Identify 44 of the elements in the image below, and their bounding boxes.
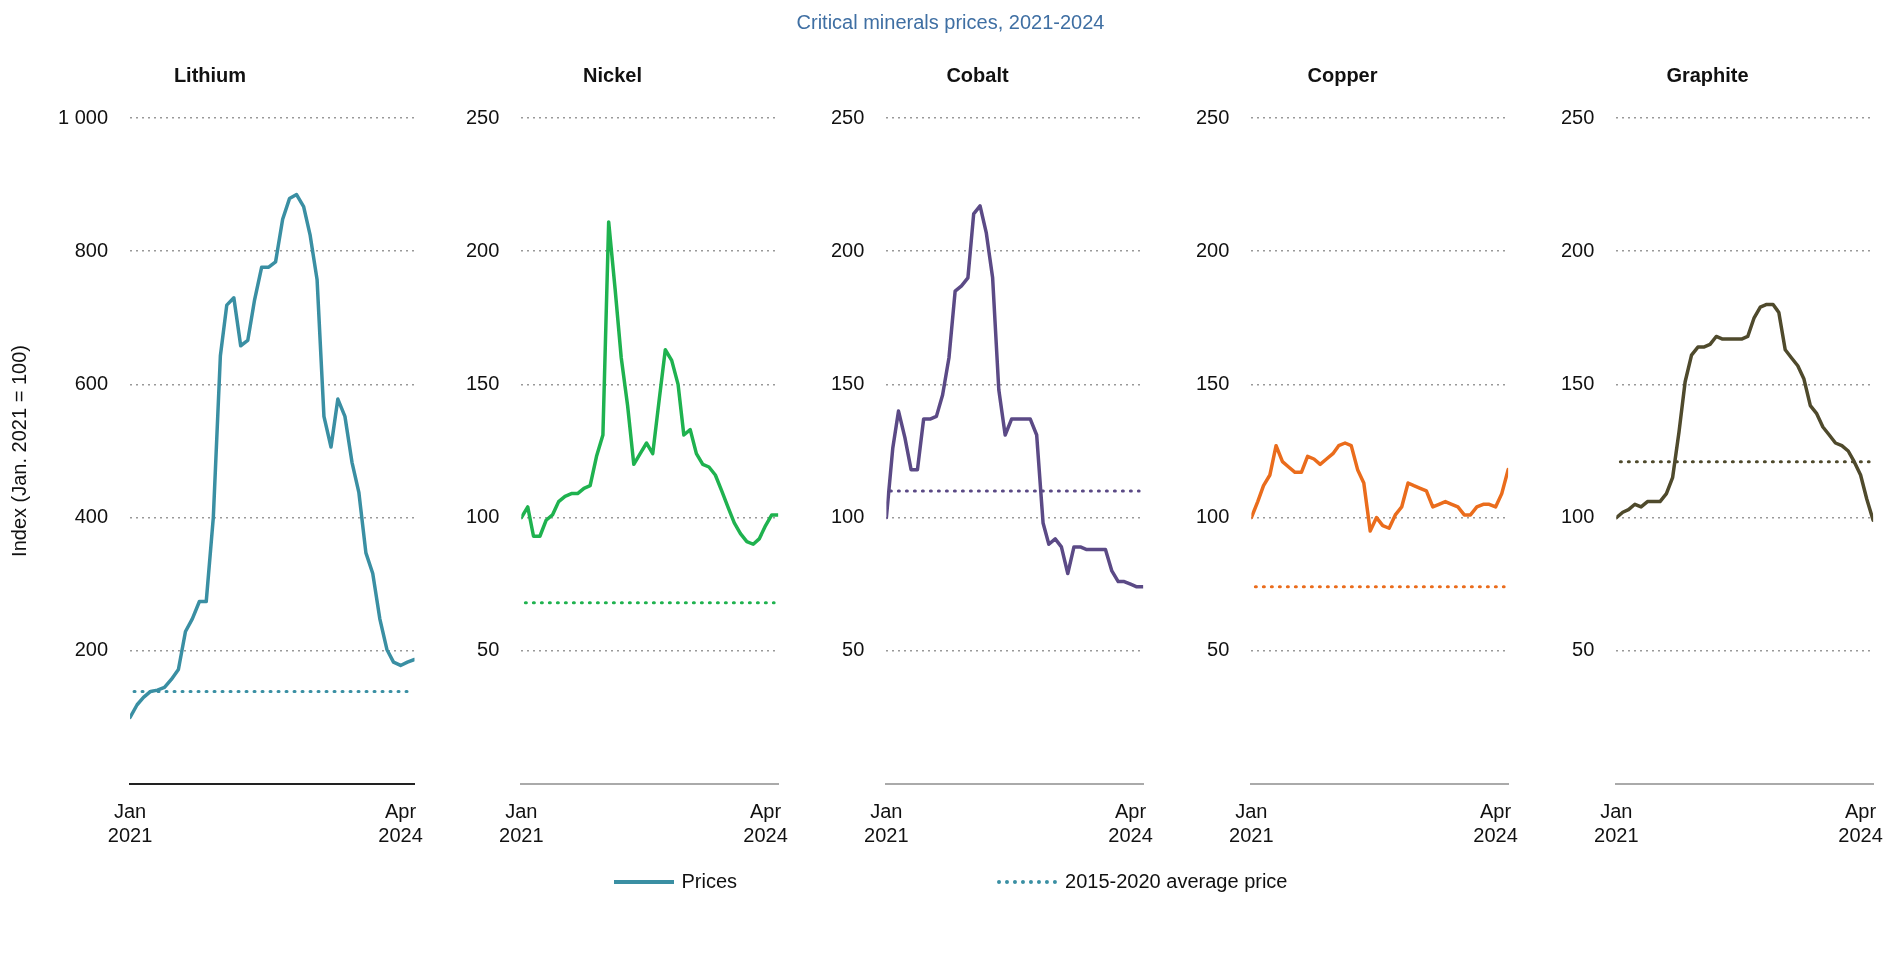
y-tick-label: 200 (830, 238, 865, 261)
chart-title: Cobalt (946, 63, 1009, 86)
x-tick-label: Jan 2021 (864, 799, 909, 846)
legend-label: 2015-2020 average price (1065, 870, 1288, 893)
x-tick-label: Apr 2024 (378, 799, 423, 846)
y-tick-label: 150 (465, 371, 500, 394)
x-tick-label: Jan 2021 (107, 799, 153, 846)
x-tick-label: Apr 2024 (1473, 799, 1518, 846)
y-tick-label: 200 (1195, 238, 1230, 261)
x-tick-label: Apr 2024 (1108, 799, 1153, 846)
chart-title: Nickel (583, 63, 642, 86)
y-tick-label: 50 (477, 638, 500, 661)
y-tick-label: 50 (1572, 638, 1595, 661)
text: Critical minerals prices, 2021-2024 (795, 10, 1106, 35)
x-tick-label: Jan 2021 (1594, 799, 1639, 846)
y-tick-label: 200 (1560, 238, 1595, 261)
x-tick-label: Apr 2024 (1838, 799, 1883, 846)
y-tick-label: 250 (1560, 105, 1595, 128)
y-tick-label: 800 (74, 238, 109, 261)
y-tick-label: 1 000 (57, 105, 109, 128)
legend-label: Prices (681, 870, 738, 893)
y-tick-label: 150 (830, 371, 865, 394)
y-tick-label: 150 (1560, 371, 1595, 394)
y-tick-label: 100 (1560, 505, 1595, 528)
y-tick-label: 600 (74, 371, 109, 394)
chart-title: Lithium (173, 63, 247, 86)
y-tick-label: 200 (74, 638, 109, 661)
y-tick-label: 100 (1195, 505, 1230, 528)
y-tick-label: 150 (1195, 371, 1230, 394)
y-tick-label: 250 (830, 105, 865, 128)
y-tick-label: 50 (842, 638, 865, 661)
y-tick-label: 200 (465, 238, 500, 261)
y-tick-label: 50 (1207, 638, 1230, 661)
chart-title: Copper (1307, 63, 1378, 86)
x-tick-label: Apr 2024 (743, 799, 788, 846)
y-tick-label: 250 (465, 105, 500, 128)
y-tick-label: 400 (74, 505, 109, 528)
x-tick-label: Jan 2021 (499, 799, 544, 846)
y-tick-label: 250 (1195, 105, 1230, 128)
y-axis-title: Index (Jan. 2021 = 100) (7, 345, 30, 557)
chart-title: Graphite (1666, 63, 1749, 86)
x-tick-label: Jan 2021 (1229, 799, 1274, 846)
y-tick-label: 100 (830, 505, 865, 528)
y-tick-label: 100 (465, 505, 500, 528)
